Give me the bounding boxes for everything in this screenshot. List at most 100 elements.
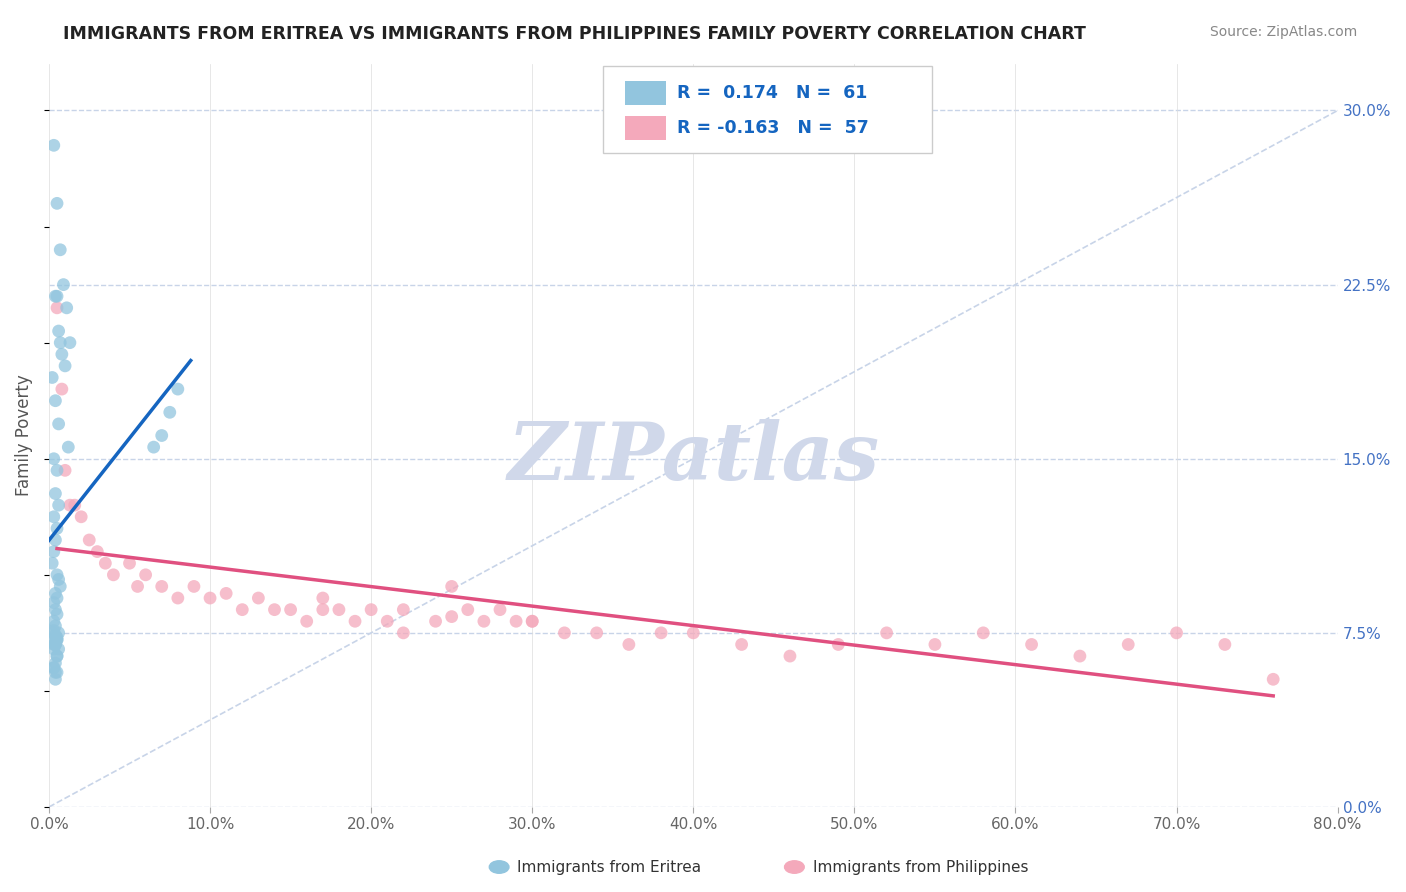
Point bbox=[48, 642, 70, 657]
Point bbox=[42, 661, 65, 675]
Point bbox=[46, 665, 69, 680]
Point bbox=[392, 625, 415, 640]
Point bbox=[44, 393, 66, 408]
Point bbox=[46, 607, 69, 622]
Point bbox=[44, 637, 66, 651]
Point bbox=[63, 498, 86, 512]
Point bbox=[312, 602, 335, 616]
Point bbox=[1069, 649, 1091, 664]
Point bbox=[42, 509, 65, 524]
Point bbox=[55, 301, 77, 315]
Point bbox=[312, 591, 335, 605]
Point bbox=[94, 556, 117, 570]
FancyBboxPatch shape bbox=[603, 65, 932, 153]
Point bbox=[42, 642, 65, 657]
Point bbox=[51, 347, 73, 361]
Point bbox=[77, 533, 100, 547]
Point bbox=[924, 637, 946, 651]
Point bbox=[159, 405, 181, 419]
Point bbox=[53, 463, 76, 477]
Text: IMMIGRANTS FROM ERITREA VS IMMIGRANTS FROM PHILIPPINES FAMILY POVERTY CORRELATIO: IMMIGRANTS FROM ERITREA VS IMMIGRANTS FR… bbox=[63, 25, 1087, 43]
Point bbox=[42, 614, 65, 628]
Point bbox=[52, 277, 75, 292]
Point bbox=[41, 625, 63, 640]
Point bbox=[44, 628, 66, 642]
Point bbox=[183, 579, 205, 593]
Point bbox=[58, 440, 80, 454]
Point bbox=[392, 602, 415, 616]
Point bbox=[1021, 637, 1043, 651]
Point bbox=[779, 649, 801, 664]
Point bbox=[44, 602, 66, 616]
Point bbox=[42, 451, 65, 466]
Point bbox=[41, 556, 63, 570]
Point bbox=[505, 614, 527, 628]
Point bbox=[42, 596, 65, 610]
Point bbox=[46, 196, 69, 211]
Point bbox=[46, 591, 69, 605]
Text: Source: ZipAtlas.com: Source: ZipAtlas.com bbox=[1209, 25, 1357, 39]
Point bbox=[142, 440, 165, 454]
Point bbox=[46, 649, 69, 664]
Point bbox=[70, 509, 93, 524]
Point bbox=[44, 586, 66, 600]
Point bbox=[49, 243, 72, 257]
Point bbox=[198, 591, 221, 605]
Point bbox=[42, 624, 65, 638]
Point bbox=[215, 586, 238, 600]
Point bbox=[135, 567, 157, 582]
Point bbox=[1166, 625, 1188, 640]
Point bbox=[48, 573, 70, 587]
Point bbox=[440, 579, 463, 593]
Point bbox=[86, 544, 108, 558]
Point bbox=[360, 602, 382, 616]
Point bbox=[46, 301, 69, 315]
Point bbox=[46, 632, 69, 647]
Point bbox=[44, 619, 66, 633]
Point bbox=[425, 614, 447, 628]
Point bbox=[53, 359, 76, 373]
Point bbox=[51, 382, 73, 396]
Point bbox=[59, 498, 82, 512]
Point bbox=[42, 637, 65, 651]
Point bbox=[150, 428, 173, 442]
Point bbox=[48, 324, 70, 338]
Point bbox=[44, 637, 66, 651]
Point bbox=[522, 614, 544, 628]
Point bbox=[1213, 637, 1236, 651]
Point bbox=[49, 579, 72, 593]
Point bbox=[44, 486, 66, 500]
Point bbox=[489, 602, 512, 616]
Point bbox=[103, 567, 125, 582]
Point bbox=[280, 602, 302, 616]
Point bbox=[59, 335, 82, 350]
Text: Immigrants from Philippines: Immigrants from Philippines bbox=[813, 860, 1028, 874]
Point bbox=[295, 614, 318, 628]
Point bbox=[876, 625, 898, 640]
Y-axis label: Family Poverty: Family Poverty bbox=[15, 375, 32, 496]
Point bbox=[42, 632, 65, 647]
Point bbox=[46, 289, 69, 303]
Point bbox=[44, 665, 66, 680]
Point bbox=[46, 521, 69, 535]
Point bbox=[118, 556, 141, 570]
Point bbox=[1263, 673, 1285, 687]
Point bbox=[247, 591, 270, 605]
Point bbox=[44, 656, 66, 670]
Point bbox=[127, 579, 149, 593]
Point bbox=[375, 614, 398, 628]
Point bbox=[166, 382, 188, 396]
Point bbox=[49, 335, 72, 350]
Point bbox=[617, 637, 640, 651]
Point bbox=[522, 614, 544, 628]
Point bbox=[457, 602, 479, 616]
Point bbox=[1116, 637, 1139, 651]
Point bbox=[41, 370, 63, 384]
Point bbox=[46, 631, 69, 645]
Point bbox=[44, 673, 66, 687]
Point bbox=[46, 649, 69, 664]
Point bbox=[730, 637, 752, 651]
Point bbox=[46, 463, 69, 477]
Point bbox=[46, 632, 69, 647]
Text: R =  0.174   N =  61: R = 0.174 N = 61 bbox=[676, 84, 868, 102]
